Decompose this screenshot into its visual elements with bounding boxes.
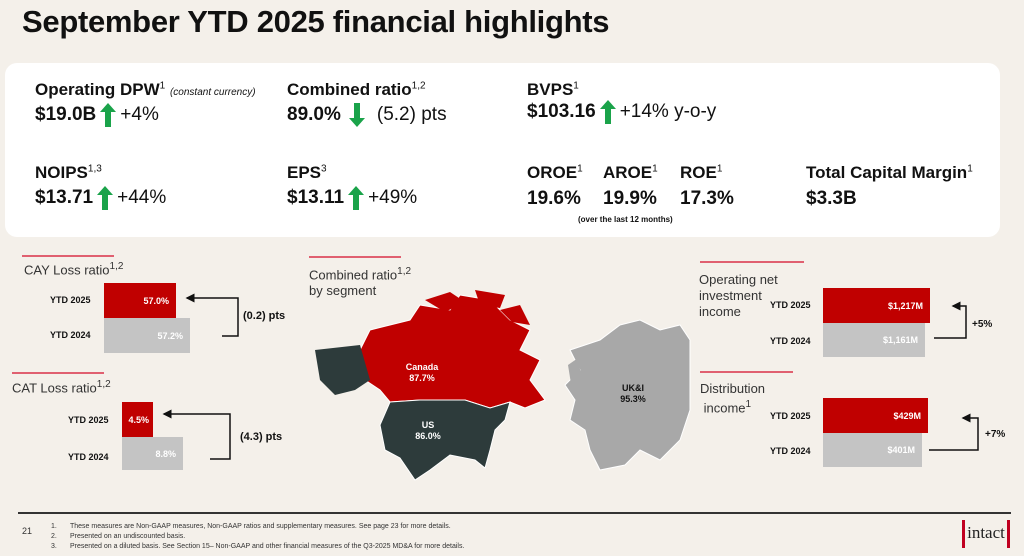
- page-title: September YTD 2025 financial highlights: [22, 4, 610, 39]
- combined-label: Combined ratio1,2: [287, 80, 426, 99]
- dist-bar-2024: $401M: [823, 433, 922, 467]
- highlights-card: [5, 63, 1000, 237]
- footnote-number: 2.: [51, 533, 57, 540]
- map-uk: [568, 358, 582, 390]
- divider: [700, 261, 804, 263]
- nii-bar-2025: $1,217M: [823, 288, 930, 323]
- noips-value: $13.71 +44%: [35, 186, 167, 210]
- dpw-value: $19.0B +4%: [35, 103, 159, 127]
- cat-bar-2024: 8.8%: [122, 437, 183, 470]
- us-label: US 86.0%: [415, 420, 441, 441]
- divider: [309, 256, 401, 258]
- arrow-up-icon: [348, 186, 365, 210]
- arrow-up-icon: [599, 100, 616, 124]
- cay-bar-2024: 57.2%: [104, 318, 190, 353]
- oroe-label: OROE1: [527, 163, 583, 182]
- dist-title: Distribution income1: [700, 381, 766, 416]
- divider: [700, 371, 793, 373]
- cay-diff: (0.2) pts: [243, 310, 286, 322]
- cay-row-label: YTD 2024: [50, 330, 91, 340]
- roe-value: 17.3%: [680, 188, 734, 209]
- page-number: 21: [22, 526, 33, 536]
- tcm-value: $3.3B: [806, 188, 857, 209]
- aroe-label: AROE1: [603, 163, 658, 182]
- intact-logo: intact: [962, 520, 1010, 548]
- divider: [22, 255, 114, 257]
- footnote: These measures are Non-GAAP measures, No…: [70, 523, 451, 530]
- uki-label: UK&I 95.3%: [620, 383, 646, 404]
- footer-divider: [18, 512, 1011, 514]
- cay-title: CAY Loss ratio1,2: [24, 261, 124, 278]
- canada-label: Canada 87.7%: [405, 362, 439, 383]
- combined-value: 89.0% (5.2) pts: [287, 103, 447, 127]
- dist-bar-2025: $429M: [823, 398, 928, 433]
- nii-row-label: YTD 2025: [770, 300, 811, 310]
- oroe-value: 19.6%: [527, 188, 581, 209]
- nii-diff: +5%: [972, 319, 993, 330]
- footnote: Presented on an undiscounted basis.: [70, 533, 186, 540]
- dist-row-label: YTD 2025: [770, 411, 811, 421]
- footnote-number: 1.: [51, 523, 57, 530]
- map-arctic-islands: [425, 290, 530, 325]
- nii-row-label: YTD 2024: [770, 336, 811, 346]
- cat-bar-2025: 4.5%: [122, 402, 153, 437]
- cat-row-label: YTD 2025: [68, 415, 109, 425]
- dist-diff: +7%: [985, 429, 1006, 440]
- cat-row-label: YTD 2024: [68, 452, 109, 462]
- eps-value: $13.11 +49%: [287, 186, 418, 210]
- aroe-value: 19.9%: [603, 188, 657, 209]
- eps-label: EPS3: [287, 163, 327, 182]
- roe-period-note: (over the last 12 months): [578, 215, 673, 224]
- footnote-number: 3.: [51, 543, 57, 550]
- map-alaska: [315, 345, 370, 395]
- map-europe: [564, 319, 691, 471]
- map-us: [379, 399, 511, 481]
- noips-label: NOIPS1,3: [35, 163, 102, 182]
- nii-title: Operating net investment income: [699, 272, 778, 319]
- tcm-label: Total Capital Margin1: [806, 163, 973, 182]
- footnote: Presented on a diluted basis. See Sectio…: [70, 543, 465, 550]
- segment-map: [315, 290, 691, 481]
- arrow-down-icon: [348, 103, 365, 127]
- bvps-value: $103.16 +14% y-o-y: [527, 100, 717, 124]
- dist-row-label: YTD 2024: [770, 446, 811, 456]
- roe-label: ROE1: [680, 163, 723, 182]
- segment-title: Combined ratio1,2 by segment: [309, 266, 412, 299]
- divider: [12, 372, 104, 374]
- arrow-up-icon: [100, 103, 117, 127]
- dpw-label: Operating DPW1 (constant currency): [35, 80, 256, 99]
- cat-diff: (4.3) pts: [240, 431, 283, 443]
- cay-bar-2025: 57.0%: [104, 283, 176, 318]
- arrow-up-icon: [97, 186, 114, 210]
- nii-bar-2024: $1,161M: [823, 323, 925, 357]
- cat-title: CAT Loss ratio1,2: [12, 379, 111, 396]
- bvps-label: BVPS1: [527, 80, 579, 99]
- cay-row-label: YTD 2025: [50, 295, 91, 305]
